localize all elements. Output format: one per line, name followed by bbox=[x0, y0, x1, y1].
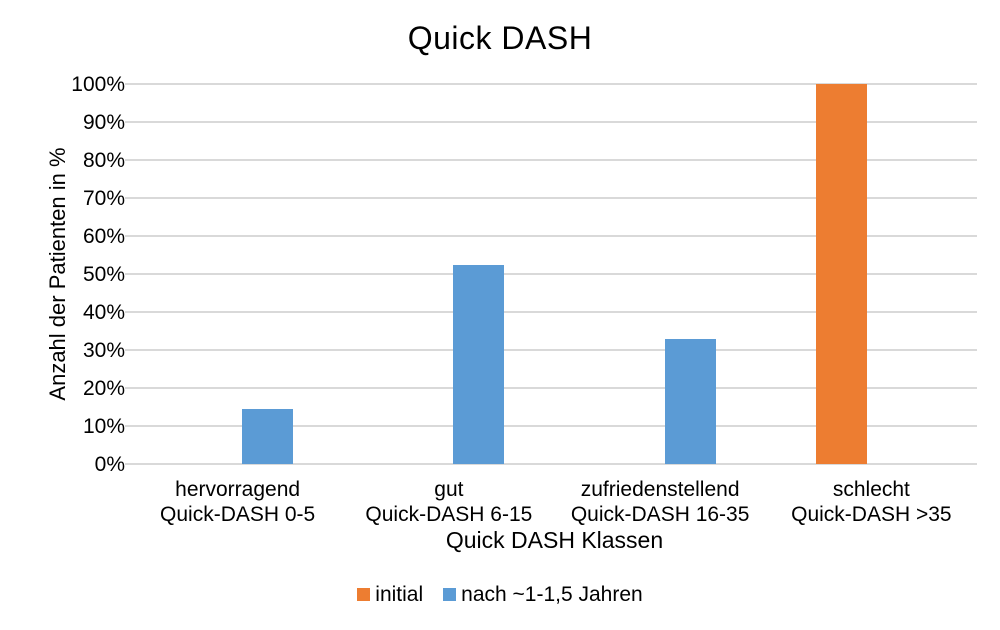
y-tick-mark bbox=[125, 235, 133, 237]
gridline bbox=[132, 349, 977, 351]
y-tick-label: 40% bbox=[82, 301, 125, 324]
legend-swatch bbox=[357, 588, 371, 601]
gridline bbox=[132, 197, 977, 199]
bar-initial bbox=[815, 84, 867, 464]
y-tick-mark bbox=[125, 463, 133, 465]
x-axis-title: Quick DASH Klassen bbox=[445, 527, 664, 553]
legend-label: nach ~1-1,5 Jahren bbox=[461, 583, 643, 606]
y-tick-mark bbox=[125, 349, 133, 351]
x-axis-line bbox=[132, 463, 977, 465]
y-tick-mark bbox=[125, 197, 133, 199]
y-tick-label: 0% bbox=[94, 453, 125, 476]
legend-item: nach ~1-1,5 Jahren bbox=[443, 584, 643, 605]
legend-item: initial bbox=[357, 584, 423, 605]
gridline bbox=[132, 159, 977, 161]
category-range: Quick-DASH >35 bbox=[791, 503, 952, 526]
y-tick-mark bbox=[125, 83, 133, 85]
y-tick-mark bbox=[125, 425, 133, 427]
gridline bbox=[132, 387, 977, 389]
category-name: schlecht bbox=[832, 478, 910, 501]
legend-label: initial bbox=[375, 583, 424, 606]
y-tick-label: 20% bbox=[82, 377, 125, 400]
y-tick-label: 90% bbox=[82, 111, 125, 134]
category-range: Quick-DASH 16-35 bbox=[570, 503, 750, 526]
x-tick-label: schlecht Quick-DASH >35 bbox=[765, 477, 977, 527]
category-name: gut bbox=[434, 478, 464, 501]
category-range: Quick-DASH 0-5 bbox=[160, 503, 316, 526]
y-tick-mark bbox=[125, 311, 133, 313]
legend: initial nach ~1-1,5 Jahren bbox=[0, 584, 1000, 605]
y-tick-label: 100% bbox=[71, 73, 125, 96]
gridline bbox=[132, 83, 977, 85]
y-tick-label: 30% bbox=[82, 339, 125, 362]
y-tick-mark bbox=[125, 121, 133, 123]
chart-title: Quick DASH bbox=[407, 20, 593, 56]
gridline bbox=[132, 235, 977, 237]
y-tick-mark bbox=[125, 273, 133, 275]
gridline bbox=[132, 273, 977, 275]
y-tick-label: 50% bbox=[82, 263, 125, 286]
gridline bbox=[132, 425, 977, 427]
bar-nach-1-1-5-jahren bbox=[453, 264, 505, 464]
x-tick-label: zufriedenstellend Quick-DASH 16-35 bbox=[554, 477, 766, 527]
x-tick-label: gut Quick-DASH 6-15 bbox=[343, 477, 555, 527]
category-name: hervorragend bbox=[175, 478, 301, 501]
category-name: zufriedenstellend bbox=[580, 478, 740, 501]
y-tick-label: 60% bbox=[82, 225, 125, 248]
y-tick-mark bbox=[125, 159, 133, 161]
bar-nach-1-1-5-jahren bbox=[664, 338, 716, 464]
gridline bbox=[132, 121, 977, 123]
gridline bbox=[132, 311, 977, 313]
category-range: Quick-DASH 6-15 bbox=[365, 503, 533, 526]
legend-swatch bbox=[443, 588, 457, 601]
y-tick-label: 70% bbox=[82, 187, 125, 210]
y-tick-label: 80% bbox=[82, 149, 125, 172]
bar-nach-1-1-5-jahren bbox=[242, 408, 294, 464]
y-tick-label: 10% bbox=[82, 415, 125, 438]
y-tick-mark bbox=[125, 387, 133, 389]
x-tick-label: hervorragend Quick-DASH 0-5 bbox=[132, 477, 344, 527]
